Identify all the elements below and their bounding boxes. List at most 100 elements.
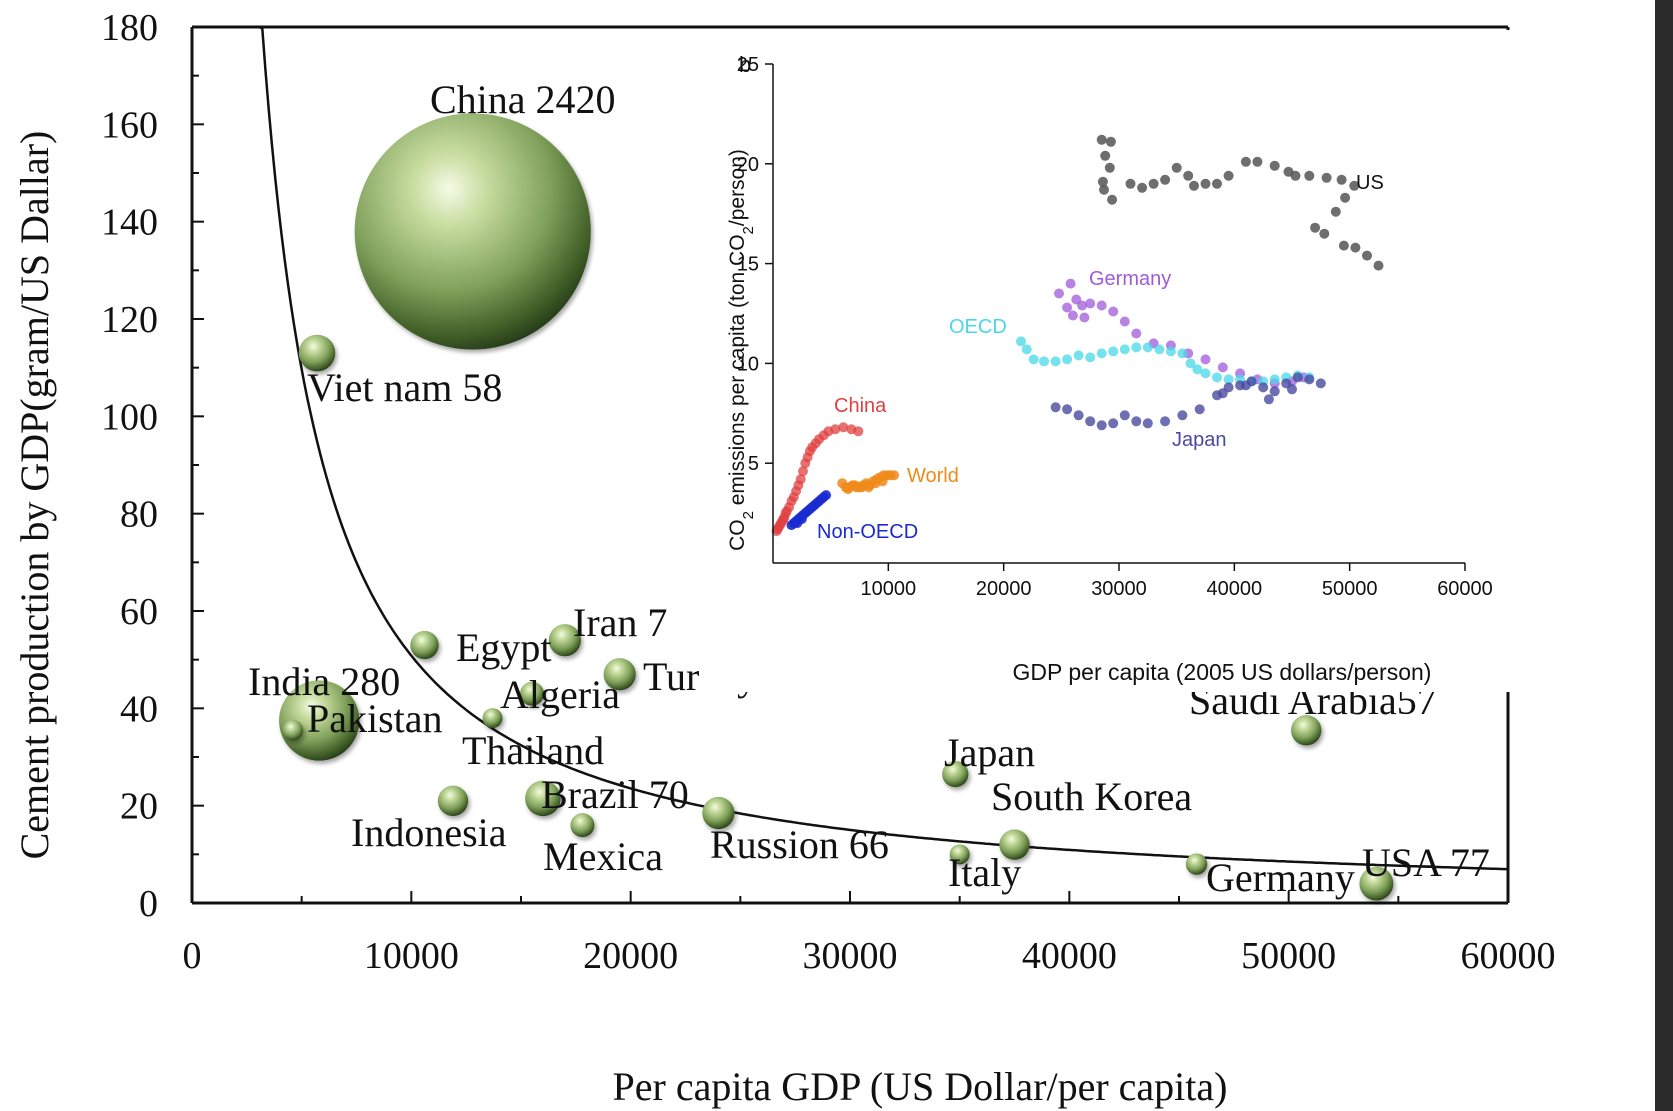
point-japan: [1217, 388, 1228, 399]
series-label-japan: Japan: [1172, 429, 1227, 451]
point-us: [1349, 180, 1360, 191]
point-oecd: [1131, 342, 1142, 353]
bubble-label-russion-66: Russion 66: [710, 822, 889, 867]
bubble-mexica: [570, 813, 595, 838]
point-us: [1189, 180, 1199, 191]
point-germany: [1200, 354, 1211, 365]
inset-y-title-part-1: CO: [726, 519, 749, 551]
bubble-label-italy: Italy: [948, 850, 1021, 895]
main-y-tick-label: 160: [101, 104, 158, 146]
point-us: [1096, 134, 1107, 145]
series-china: [771, 422, 864, 537]
point-china: [853, 426, 864, 437]
series-label-oecd: OECD: [949, 316, 1007, 338]
bubble-label-japan: Japan: [944, 730, 1035, 775]
point-china: [798, 466, 808, 477]
series-label-world: World: [907, 465, 959, 487]
point-us: [1200, 178, 1211, 189]
bubble-label-india-280: India 280: [248, 659, 400, 704]
bubble-label-usa-77: USA 77: [1362, 840, 1490, 885]
bubble-label-germany: Germany: [1206, 855, 1355, 900]
bubble-algeria: [519, 681, 544, 706]
point-us: [1100, 150, 1111, 161]
inset-x-axis-title: GDP per capita (2005 US dollars/person): [1013, 659, 1432, 685]
inset-y-tick-label: 20: [737, 154, 759, 176]
point-oecd: [1200, 368, 1211, 379]
point-us: [1269, 160, 1280, 171]
point-japan: [1073, 410, 1084, 421]
series-germany: [1054, 278, 1309, 389]
inset-axes: 10000 20000 30000 40000 50000 60000 5 10 15 20 25: [737, 54, 1493, 600]
inset-y-title-sub-1: 2: [740, 511, 757, 519]
point-germany: [1131, 328, 1142, 339]
inset-y-tick-label: 25: [737, 54, 759, 76]
main-y-tick-label: 20: [120, 786, 158, 828]
main-x-tick-label: 40000: [1022, 935, 1117, 977]
inset-background: [700, 30, 1608, 692]
bubble-india-280: [279, 680, 360, 761]
point-oecd: [1192, 364, 1203, 375]
main-x-tick-label: 10000: [364, 935, 459, 977]
inset-series-label-layer: US Germany OECD Japan China World Non-OECD: [817, 172, 1384, 543]
point-china: [830, 424, 841, 435]
point-oecd: [1085, 352, 1096, 363]
point-us: [1338, 240, 1349, 251]
point-germany: [1217, 362, 1228, 373]
point-us: [1362, 250, 1372, 261]
point-oecd: [1108, 346, 1119, 357]
point-us: [1104, 162, 1115, 173]
bubble-saudi-arabia57: [1291, 715, 1322, 746]
bubble-russion-66: [702, 796, 735, 830]
point-japan: [1263, 394, 1274, 405]
bubble-label-south-korea: South Korea: [991, 774, 1192, 819]
inset-x-tick-label: 40000: [1207, 578, 1263, 600]
bubble-pakistan: [282, 720, 304, 741]
main-x-tick-label: 60000: [1461, 935, 1556, 977]
point-oecd: [1016, 336, 1026, 347]
point-germany: [1065, 278, 1076, 289]
bubble-germany: [1185, 853, 1208, 875]
main-axes: 0 10000 20000 30000 40000 50000 60000 0 20 40 60 80…: [101, 7, 1556, 977]
bubble-label-iran-7: Iran 7: [573, 600, 667, 645]
point-us: [1125, 178, 1136, 189]
main-y-tick-label: 0: [139, 883, 158, 925]
inset-point-layer: [771, 134, 1384, 537]
point-us: [1097, 176, 1108, 187]
bubble-thailand: [482, 708, 503, 729]
point-japan: [1315, 378, 1326, 389]
point-japan: [1304, 374, 1315, 385]
main-y-tick-label: 60: [120, 591, 158, 633]
main-y-tick-label: 120: [101, 299, 158, 341]
main-x-tick-label: 50000: [1241, 935, 1336, 977]
bubble-usa-77: [1359, 866, 1394, 901]
point-germany: [1085, 298, 1096, 309]
point-oecd: [1142, 342, 1153, 353]
point-us: [1336, 174, 1347, 185]
point-oecd: [1165, 346, 1176, 357]
point-germany: [1054, 288, 1064, 299]
point-oecd: [1154, 344, 1165, 355]
point-us: [1183, 170, 1194, 181]
point-us: [1304, 170, 1315, 181]
series-label-china: China: [834, 395, 887, 417]
point-us: [1321, 172, 1332, 183]
point-us: [1137, 182, 1148, 193]
point-germany: [1108, 306, 1119, 317]
bubble-label-pakistan: Pakistan: [307, 696, 443, 741]
point-germany: [1067, 310, 1078, 321]
fit-curve: [227, 25, 1508, 871]
inset-y-title-part-2: emissions per capita (ton CO: [726, 234, 749, 511]
point-germany: [1096, 300, 1107, 311]
bubble-label-egypt: Egypt: [456, 625, 552, 670]
point-japan: [1131, 416, 1142, 427]
point-world: [877, 476, 888, 487]
point-japan: [1258, 382, 1269, 393]
main-x-tick-label: 20000: [583, 935, 678, 977]
inset-panel-label: b: [739, 52, 751, 77]
bubble-italy: [949, 844, 970, 865]
point-germany: [1062, 302, 1073, 313]
point-us: [1099, 184, 1109, 195]
inset-x-tick-label: 10000: [861, 578, 917, 600]
